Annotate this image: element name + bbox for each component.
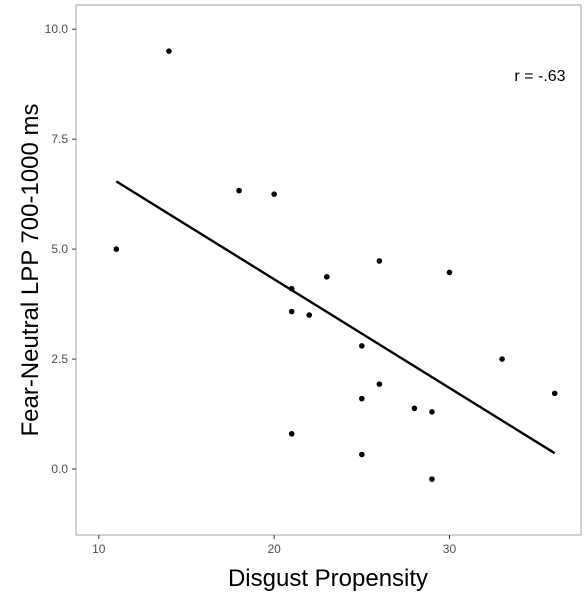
y-axis: 0.0 2.5 5.0 7.5 10.0 [45,22,76,476]
x-axis-title: Disgust Propensity [228,565,428,592]
y-tick-label: 5.0 [51,242,68,256]
data-point [306,312,313,318]
x-tick-label: 10 [92,542,106,556]
data-point [359,451,365,458]
data-point [271,191,277,197]
x-tick-label: 20 [267,542,281,556]
y-tick-label: 7.5 [51,132,68,146]
y-axis-title: Fear-Neutral LPP 700-1000 ms [17,103,44,436]
x-axis: 10 20 30 [92,535,456,556]
regression-line [115,180,556,455]
data-point [551,390,558,397]
x-tick-label: 30 [443,542,457,556]
data-point [376,381,383,387]
data-point [288,431,295,437]
data-point [323,274,330,280]
annotation-r: r = -.63 [514,68,565,85]
y-tick-label: 0.0 [51,462,68,476]
data-point [288,285,295,292]
data-point [376,258,383,264]
y-tick-label: 2.5 [51,352,68,366]
data-point [113,246,120,252]
plot-panel [75,4,582,536]
data-point [446,269,453,276]
data-point [166,48,172,54]
data-point [359,343,365,349]
data-point [236,187,242,194]
points-layer [113,48,558,482]
data-point [411,405,418,412]
y-tick-label: 10.0 [45,22,69,36]
data-point [359,395,365,402]
data-point [288,308,295,315]
fit-line-layer [115,180,556,455]
data-point [429,476,435,482]
data-point [429,409,435,415]
data-point [499,356,505,362]
